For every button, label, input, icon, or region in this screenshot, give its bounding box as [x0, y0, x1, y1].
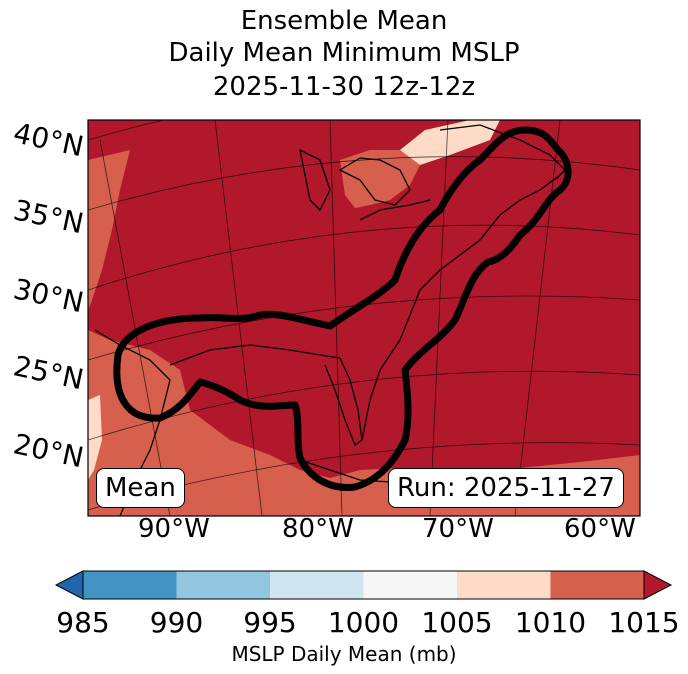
lon-label-90w: 90°W — [138, 514, 210, 544]
colorbar-segment — [83, 571, 177, 599]
run-label-box: Run: 2025-11-27 — [388, 468, 624, 508]
map-frame — [87, 119, 641, 517]
colorbar-tick: 1000 — [327, 606, 400, 639]
lon-label-80w: 80°W — [282, 514, 354, 544]
colorbar-tick: 1005 — [421, 606, 493, 639]
colorbar-segment — [176, 571, 270, 599]
mean-label-box: Mean — [96, 468, 185, 508]
title-line-3: 2025-11-30 12z-12z — [212, 72, 476, 102]
colorbar-segment — [457, 571, 551, 599]
colorbar-tick: 1010 — [514, 606, 587, 639]
title-line-1: Ensemble Mean — [240, 6, 448, 36]
title-line-2: Daily Mean Minimum MSLP — [168, 38, 520, 68]
colorbar-tick: 1015 — [608, 606, 680, 639]
colorbar-tick: 985 — [56, 606, 110, 639]
contour-line — [113, 126, 572, 491]
pressure-field-1005-ne — [400, 120, 500, 165]
lon-label-70w: 70°W — [422, 514, 494, 544]
colorbar-extend-low — [54, 570, 84, 600]
colorbar-segment — [270, 571, 364, 599]
pressure-field-1010-west — [88, 150, 130, 310]
colorbar-label: MSLP Daily Mean (mb) — [231, 642, 457, 666]
colorbar-segment — [550, 571, 644, 599]
colorbar-segment — [363, 571, 457, 599]
colorbar-tick: 995 — [243, 606, 297, 639]
colorbar-frame — [82, 570, 645, 600]
pressure-field-1010-lakes — [340, 150, 420, 208]
colorbar-extend-high — [643, 570, 673, 600]
colorbar — [54, 570, 673, 600]
colorbar-tick: 990 — [149, 606, 204, 639]
lon-label-60w: 60°W — [564, 514, 636, 544]
